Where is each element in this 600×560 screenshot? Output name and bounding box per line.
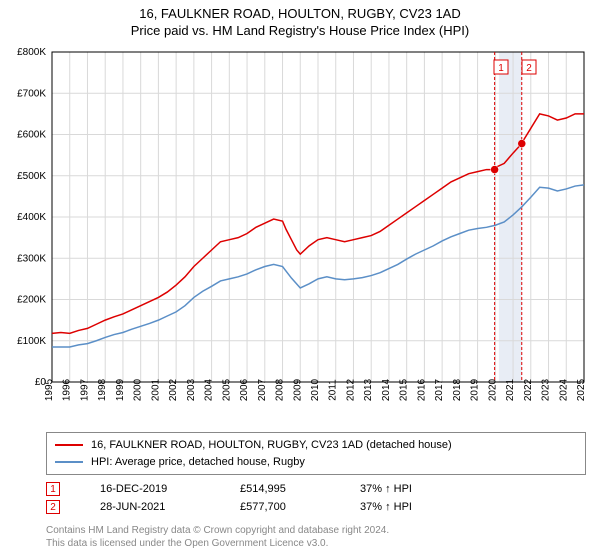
svg-text:2: 2 bbox=[526, 63, 532, 74]
data-point-pct: 37% ↑ HPI bbox=[360, 501, 440, 513]
footer-line1: Contains HM Land Registry data © Crown c… bbox=[46, 524, 586, 537]
data-point-row: 1 16-DEC-2019 £514,995 37% ↑ HPI bbox=[46, 482, 586, 496]
svg-text:£700K: £700K bbox=[17, 88, 46, 99]
title-line2: Price paid vs. HM Land Registry's House … bbox=[0, 23, 600, 38]
svg-text:1: 1 bbox=[498, 63, 504, 74]
legend-label-property: 16, FAULKNER ROAD, HOULTON, RUGBY, CV23 … bbox=[91, 437, 452, 454]
footer-line2: This data is licensed under the Open Gov… bbox=[46, 537, 586, 550]
data-point-price: £514,995 bbox=[240, 483, 320, 495]
data-point-date: 28-JUN-2021 bbox=[100, 501, 200, 513]
data-point-row: 2 28-JUN-2021 £577,700 37% ↑ HPI bbox=[46, 500, 586, 514]
data-point-marker: 2 bbox=[46, 500, 60, 514]
data-point-date: 16-DEC-2019 bbox=[100, 483, 200, 495]
data-points-table: 1 16-DEC-2019 £514,995 37% ↑ HPI 2 28-JU… bbox=[46, 478, 586, 518]
chart-svg: £0£100K£200K£300K£400K£500K£600K£700K£80… bbox=[0, 44, 600, 424]
legend-label-hpi: HPI: Average price, detached house, Rugb… bbox=[91, 454, 305, 471]
svg-text:£600K: £600K bbox=[17, 130, 46, 141]
svg-text:£500K: £500K bbox=[17, 171, 46, 182]
data-point-pct: 37% ↑ HPI bbox=[360, 483, 440, 495]
svg-text:£400K: £400K bbox=[17, 212, 46, 223]
svg-text:£800K: £800K bbox=[17, 47, 46, 58]
legend-swatch-hpi bbox=[55, 461, 83, 463]
svg-text:£200K: £200K bbox=[17, 295, 46, 306]
title-line1: 16, FAULKNER ROAD, HOULTON, RUGBY, CV23 … bbox=[0, 6, 600, 21]
legend-swatch-property bbox=[55, 444, 83, 446]
svg-text:£300K: £300K bbox=[17, 253, 46, 264]
chart-titles: 16, FAULKNER ROAD, HOULTON, RUGBY, CV23 … bbox=[0, 0, 600, 38]
svg-text:£100K: £100K bbox=[17, 336, 46, 347]
legend-row-hpi: HPI: Average price, detached house, Rugb… bbox=[55, 454, 577, 471]
chart-area: £0£100K£200K£300K£400K£500K£600K£700K£80… bbox=[0, 44, 600, 424]
legend-box: 16, FAULKNER ROAD, HOULTON, RUGBY, CV23 … bbox=[46, 432, 586, 475]
legend-row-property: 16, FAULKNER ROAD, HOULTON, RUGBY, CV23 … bbox=[55, 437, 577, 454]
data-point-price: £577,700 bbox=[240, 501, 320, 513]
footer-text: Contains HM Land Registry data © Crown c… bbox=[46, 524, 586, 550]
data-point-marker: 1 bbox=[46, 482, 60, 496]
